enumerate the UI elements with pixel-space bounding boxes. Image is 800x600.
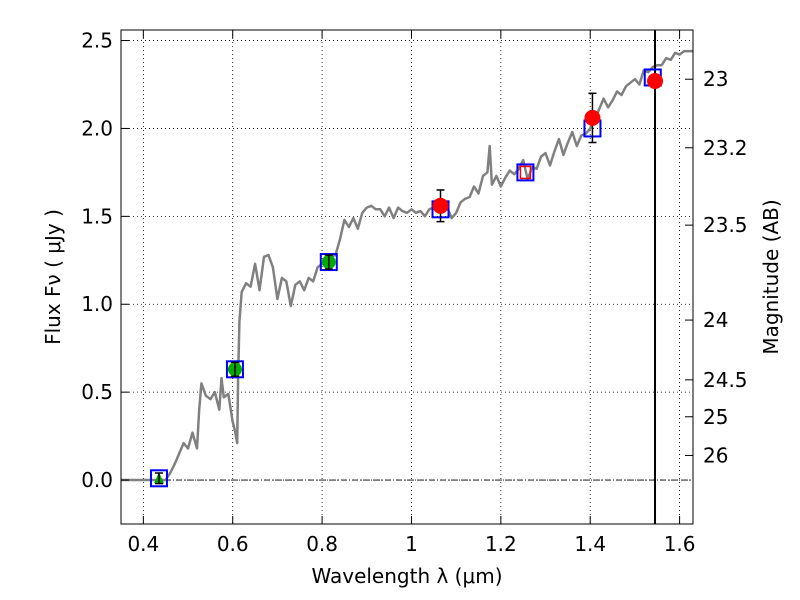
y-tick-label: 1.0 [81,292,113,316]
y-axis-title: Flux Fν ( μJy ) [41,209,65,345]
observed-red-point [432,197,449,214]
y2-tick-label: 24 [703,308,728,332]
x-tick-label: 0.8 [306,532,338,556]
x-tick-label: 0.4 [127,532,159,556]
y-tick-label: 2.5 [81,29,113,53]
y2-axis-title: Magnitude (AB) [759,199,783,354]
observed-red-point [584,109,601,126]
x-tick-label: 0.6 [217,532,249,556]
y-tick-label: 0.0 [81,468,113,492]
y2-tick-label: 26 [703,443,728,467]
axis-ticks: 0.4 0.6 0.8 1 1.2 1.4 1.6 0.0 0.5 1.0 1.5 2.0 2.5 23 2… [81,29,747,556]
y-tick-label: 1.5 [81,204,113,228]
model-photometry-square [319,253,338,272]
y2-tick-label: 25 [703,405,728,429]
x-tick-label: 1.2 [485,532,517,556]
model-photometry-square [225,360,244,379]
y2-tick-label: 24.5 [703,368,748,392]
x-tick-label: 1.6 [664,532,696,556]
axes-frame [120,29,694,525]
y2-tick-label: 23 [703,67,728,91]
y2-tick-label: 23.2 [703,136,748,160]
x-tick-label: 1.4 [574,532,606,556]
y-tick-label: 0.5 [81,380,113,404]
y-tick-label: 2.0 [81,116,113,140]
model-photometry-square [149,469,168,488]
plot-area [121,30,693,524]
observed-red-point [647,72,664,89]
model-photometry-square [516,163,535,182]
model-spectrum-line [121,49,693,482]
y2-tick-label: 23.5 [703,213,748,237]
x-axis-title: Wavelength λ (μm) [311,564,502,588]
model-red-open-square [519,165,532,180]
x-tick-label: 1 [405,532,418,556]
